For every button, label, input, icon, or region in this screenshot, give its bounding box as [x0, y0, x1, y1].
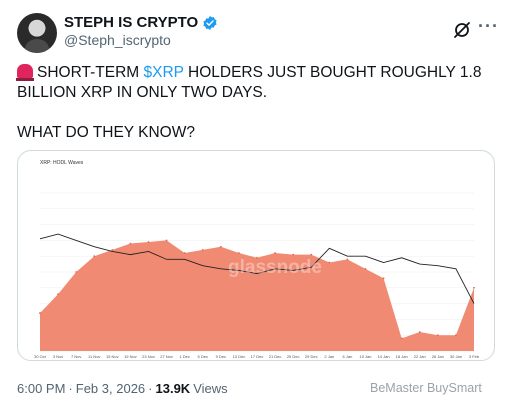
x-tick-label: 23 Nov [142, 354, 155, 359]
x-tick-label: 18 Jan [396, 354, 408, 359]
grok-icon[interactable] [452, 20, 472, 40]
tweet-question: WHAT DO THEY KNOW? [17, 124, 195, 141]
views-count: 13.9K [155, 381, 191, 396]
area-point [238, 252, 240, 254]
meta-separator: · [148, 381, 153, 396]
x-tick-label: 9 Dec [216, 354, 226, 359]
x-tick-label: 21 Dec [269, 354, 282, 359]
x-tick-label: 6 Jan [343, 354, 353, 359]
area-point [111, 248, 114, 251]
area-point [292, 253, 295, 256]
x-tick-label: 3 Feb [469, 354, 480, 359]
tweet-text-post: HOLDERS JUST BOUGHT ROUGHLY 1.8 BILLION … [17, 64, 482, 101]
author-display-name[interactable]: STEPH IS CRYPTO [64, 14, 199, 31]
x-tick-label: 2 Jan [324, 354, 334, 359]
x-tick-label: 29 Dec [305, 354, 318, 359]
area-point [39, 312, 41, 314]
x-tick-label: 7 Nov [71, 354, 81, 359]
x-tick-label: 15 Nov [106, 354, 119, 359]
x-tick-label: 13 Dec [233, 354, 246, 359]
tweet-text-pre: SHORT-TERM [37, 64, 144, 81]
author-name-row[interactable]: STEPH IS CRYPTO [64, 14, 218, 31]
author-handle[interactable]: @Steph_iscrypto [64, 32, 171, 48]
area-point [201, 248, 204, 251]
x-tick-label: 17 Dec [251, 354, 264, 359]
chart-title: XRP: HODL Waves [40, 160, 84, 166]
area-point [129, 242, 132, 245]
views-label: Views [193, 381, 228, 396]
area-point [256, 256, 258, 259]
area-point [382, 277, 385, 280]
area-point [400, 337, 403, 340]
area-point [418, 331, 421, 333]
area-point [473, 286, 475, 289]
area-point [165, 239, 168, 242]
watermark-text: BeMaster BuySmart [370, 381, 482, 395]
x-tick-label: 11 Nov [88, 354, 100, 359]
area-point [328, 261, 331, 264]
tweet-time[interactable]: 6:00 PM [17, 381, 66, 396]
area-point [346, 258, 349, 261]
cashtag-link[interactable]: $XRP [143, 64, 184, 81]
chart-image-card[interactable]: XRP: HODL Waves glassnode 30 Oct 3 Nov 7 N… [17, 150, 495, 361]
tweet-date[interactable]: Feb 3, 2026 [75, 381, 146, 396]
area-point [57, 293, 59, 296]
avatar[interactable] [17, 13, 57, 53]
x-tick-label: 10 Jan [359, 354, 371, 359]
x-tick-label: 25 Dec [287, 354, 300, 359]
area-point [455, 334, 457, 337]
price-line-series [39, 233, 475, 304]
meta-separator: · [68, 381, 73, 396]
area-point [93, 255, 96, 258]
x-tick-label: 5 Dec [198, 354, 208, 359]
verified-badge-icon [203, 15, 217, 30]
tweet-meta: 6:00 PM · Feb 3, 2026 · 13.9K Views [17, 381, 228, 396]
x-tick-label: 14 Jan [378, 354, 390, 359]
area-series [40, 240, 474, 351]
x-tick-label: 3 Nov [53, 354, 63, 359]
area-point [274, 252, 276, 254]
x-tick-label: 22 Jan [414, 354, 426, 359]
x-tick-label: 27 Nov [160, 354, 173, 359]
area-point [310, 253, 313, 256]
area-point [75, 271, 78, 273]
area-point [147, 241, 150, 243]
x-tick-label: 1 Dec [179, 354, 189, 359]
tweet-text: SHORT-TERM $XRP HOLDERS JUST BOUGHT ROUG… [16, 63, 497, 103]
siren-icon [16, 64, 34, 81]
area-point [364, 267, 367, 270]
hodl-waves-chart: XRP: HODL Waves glassnode 30 Oct 3 Nov 7 N… [34, 160, 480, 359]
chart-watermark: glassnode [228, 257, 322, 278]
x-tick-label: 30 Jan [450, 354, 462, 359]
area-point [219, 245, 222, 248]
x-tick-label: 26 Jan [432, 354, 444, 359]
more-icon[interactable]: ··· [478, 16, 499, 36]
x-tick-label: 19 Nov [124, 354, 137, 359]
area-point [436, 334, 439, 337]
area-point [183, 252, 186, 254]
x-tick-label: 30 Oct [34, 354, 47, 359]
